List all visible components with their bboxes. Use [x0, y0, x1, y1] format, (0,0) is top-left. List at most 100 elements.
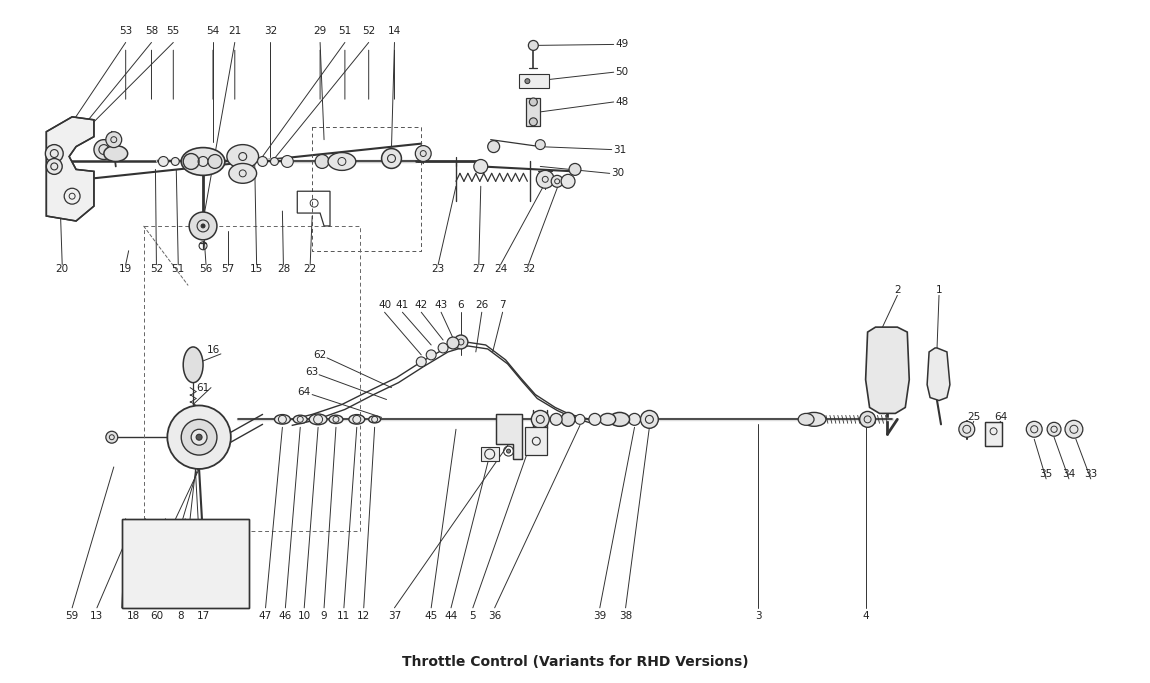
Text: 52: 52: [362, 25, 375, 36]
Text: 27: 27: [473, 264, 485, 274]
Circle shape: [1048, 422, 1061, 436]
Text: 31: 31: [613, 145, 627, 154]
Circle shape: [282, 156, 293, 167]
Ellipse shape: [293, 415, 307, 423]
Ellipse shape: [600, 413, 615, 426]
Text: 61: 61: [197, 382, 209, 393]
Circle shape: [438, 343, 449, 353]
Text: 47: 47: [259, 611, 273, 621]
Text: 51: 51: [171, 264, 185, 274]
Circle shape: [208, 154, 222, 169]
Circle shape: [106, 132, 122, 148]
Polygon shape: [866, 327, 910, 413]
Ellipse shape: [182, 148, 225, 176]
Polygon shape: [46, 117, 94, 221]
Text: 29: 29: [314, 25, 327, 36]
Circle shape: [183, 154, 199, 169]
Text: 14: 14: [388, 25, 401, 36]
Text: 64: 64: [994, 413, 1007, 422]
Text: 57: 57: [221, 264, 235, 274]
Circle shape: [197, 434, 202, 440]
Circle shape: [629, 413, 641, 426]
Ellipse shape: [229, 163, 256, 183]
Circle shape: [382, 149, 401, 169]
Text: 4: 4: [862, 611, 869, 621]
Text: 51: 51: [338, 25, 352, 36]
Text: 46: 46: [278, 611, 292, 621]
Text: 26: 26: [475, 301, 489, 310]
Text: 32: 32: [522, 264, 535, 274]
Text: 36: 36: [488, 611, 501, 621]
Circle shape: [506, 449, 511, 453]
Text: 18: 18: [126, 611, 140, 621]
Circle shape: [529, 118, 537, 126]
Circle shape: [1026, 421, 1042, 437]
Text: 39: 39: [593, 611, 606, 621]
Circle shape: [46, 158, 62, 174]
Text: 33: 33: [1084, 469, 1097, 479]
Text: 23: 23: [431, 264, 445, 274]
Circle shape: [94, 139, 114, 160]
Circle shape: [860, 411, 875, 428]
Text: 2: 2: [894, 285, 900, 296]
Circle shape: [201, 224, 205, 228]
Ellipse shape: [328, 152, 355, 170]
Ellipse shape: [610, 413, 629, 426]
Ellipse shape: [369, 416, 381, 423]
Circle shape: [159, 156, 168, 167]
Text: 10: 10: [298, 611, 311, 621]
Circle shape: [106, 431, 117, 443]
Bar: [527, 98, 540, 126]
Bar: [481, 447, 499, 461]
Ellipse shape: [798, 413, 814, 426]
Text: 15: 15: [250, 264, 263, 274]
Circle shape: [191, 430, 207, 445]
Ellipse shape: [183, 347, 204, 382]
Circle shape: [427, 350, 436, 360]
Text: 41: 41: [396, 301, 409, 310]
Text: 45: 45: [424, 611, 438, 621]
Text: 56: 56: [199, 264, 213, 274]
Text: 6: 6: [458, 301, 465, 310]
Circle shape: [447, 337, 459, 349]
Circle shape: [561, 174, 575, 189]
Text: 50: 50: [615, 67, 628, 77]
Bar: [984, 422, 1003, 446]
Text: 38: 38: [619, 611, 632, 621]
Text: Throttle Control (Variants for RHD Versions): Throttle Control (Variants for RHD Versi…: [401, 656, 749, 669]
Text: 7: 7: [499, 301, 506, 310]
Circle shape: [474, 160, 488, 173]
Text: 21: 21: [228, 25, 242, 36]
Ellipse shape: [104, 145, 128, 161]
Text: 35: 35: [1040, 469, 1052, 479]
Circle shape: [529, 98, 537, 106]
Circle shape: [189, 212, 217, 240]
Text: 28: 28: [277, 264, 290, 274]
Circle shape: [550, 413, 562, 426]
Circle shape: [182, 419, 217, 455]
Text: 48: 48: [615, 97, 628, 107]
Text: 1: 1: [936, 285, 942, 296]
Text: 17: 17: [197, 611, 209, 621]
Text: 16: 16: [206, 345, 220, 355]
Text: 44: 44: [444, 611, 458, 621]
Circle shape: [171, 158, 179, 165]
Circle shape: [270, 158, 278, 165]
Text: 58: 58: [145, 25, 158, 36]
Bar: [122, 518, 248, 608]
Text: 49: 49: [615, 40, 628, 49]
Ellipse shape: [329, 415, 343, 423]
Circle shape: [536, 139, 545, 150]
Text: 8: 8: [177, 611, 184, 621]
Text: 19: 19: [120, 264, 132, 274]
Circle shape: [415, 145, 431, 161]
Text: 32: 32: [263, 25, 277, 36]
Polygon shape: [496, 415, 522, 459]
Text: 59: 59: [66, 611, 78, 621]
Text: 30: 30: [611, 169, 624, 178]
Text: 20: 20: [55, 264, 69, 274]
Text: 37: 37: [388, 611, 401, 621]
Text: 34: 34: [1063, 469, 1075, 479]
Text: 55: 55: [167, 25, 179, 36]
Circle shape: [524, 79, 530, 83]
